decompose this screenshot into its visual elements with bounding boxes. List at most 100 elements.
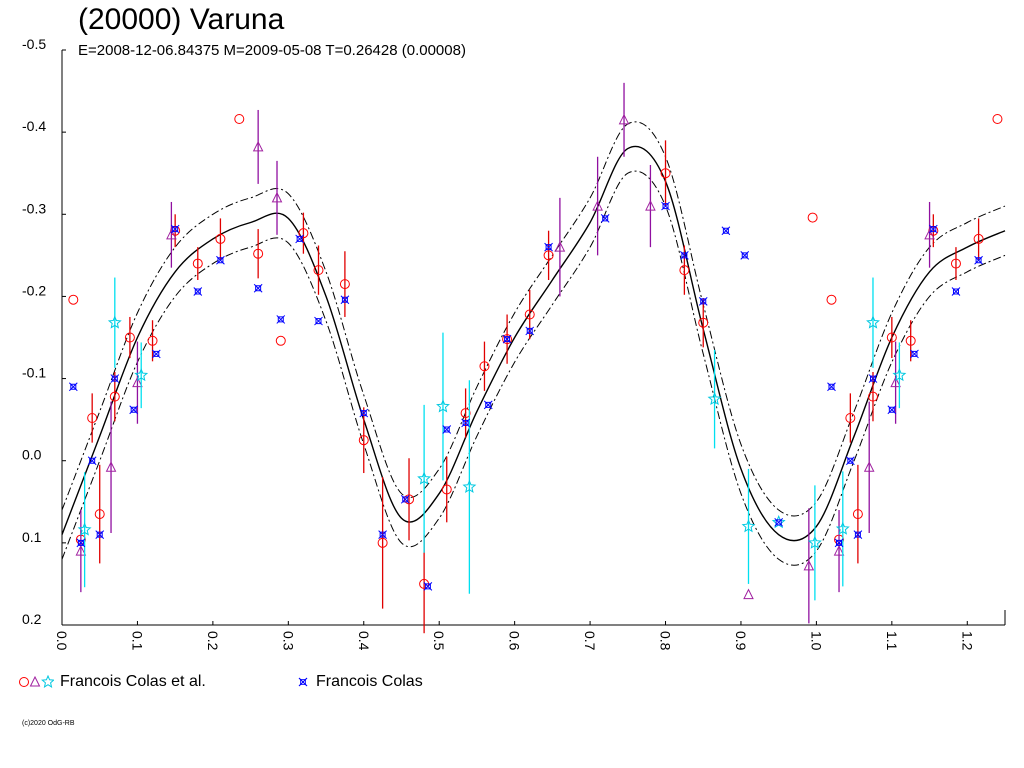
x-tick-label: 1.0 [808,631,824,651]
x-tick-label: 0.6 [507,631,523,651]
legend-entry-colas: Francois Colas [296,672,423,692]
point-star [741,519,756,533]
point-cross [910,349,919,359]
point-circle [253,248,264,259]
point-circle [441,484,452,495]
point-cross [600,214,610,223]
x-tick-label: 0.3 [280,631,296,651]
legend-label-colas-et-al: Francois Colas et al. [60,673,206,690]
point-circle [358,435,369,446]
point-cross [423,582,433,591]
point-circle [404,494,415,505]
y-tick-label: 0.0 [22,447,42,463]
y-tick-label: 0.1 [22,529,42,545]
point-cross [253,283,263,293]
point-star [892,368,907,382]
point-star [134,368,149,382]
x-tick-label: 0.2 [205,631,221,651]
point-star [807,535,822,549]
point-cross [359,408,369,418]
point-circle [905,335,916,346]
point-cross [400,494,410,504]
chart-subtitle: E=2008-12-06.84375 M=2009-05-08 T=0.2642… [78,42,466,59]
y-tick-label: -0.1 [22,365,46,381]
point-star [707,391,722,406]
point-circle [215,233,226,244]
point-circle [524,309,535,320]
point-star [436,399,450,413]
point-cross [661,201,670,211]
point-star [866,315,880,329]
y-tick-label: -0.2 [22,282,46,298]
x-tick-label: 1.1 [884,631,900,651]
point-cross [461,418,470,428]
point-cross [740,251,750,260]
point-cross [502,334,512,344]
point-circle [313,265,324,276]
point-cross [483,400,493,410]
fit-curve-lower-bound [61,170,1006,566]
point-cross [340,295,350,305]
point-triangle [554,241,566,252]
point-circle [867,391,878,402]
point-cross [295,234,304,244]
point-triangle [271,191,283,203]
point-cross [951,287,961,296]
point-circle [698,317,709,328]
point-circle [543,250,554,261]
x-tick-label: 0.0 [54,631,70,651]
axes: -0.5 -0.4 -0.3 -0.2 -0.1 0.0 0.1 0.2 0.0 0.1 0.2 0.… [22,36,1006,651]
point-circle [124,332,135,343]
point-cross [887,405,897,415]
x-tick-label: 1.2 [959,631,975,651]
point-cross [774,517,784,527]
point-cross [974,255,983,265]
fit-curves [61,121,1006,566]
point-cross [314,316,323,326]
x-tick-label: 0.1 [129,631,145,651]
x-tick-label: 0.9 [733,631,749,651]
point-cross [827,382,836,392]
point-triangle [618,113,630,125]
point-circle [234,114,245,124]
point-circle [845,413,856,423]
x-tick-label: 0.4 [356,631,372,651]
point-star [835,521,850,535]
legend-label-colas: Francois Colas [316,673,423,690]
point-circle [87,413,98,423]
point-circle [679,265,690,276]
point-cross [87,456,97,466]
point-cross [129,405,139,415]
point-cross [868,374,878,383]
point-circle [852,509,863,520]
x-tick-label: 0.8 [658,631,674,651]
point-triangle [592,199,603,211]
point-triangle [75,544,87,556]
point-circle [94,509,105,520]
point-triangle [863,461,875,472]
point-circle [275,335,286,346]
point-triangle [132,376,143,388]
copyright-credit: (c)2020 OdG-RB [22,720,75,727]
point-star [77,522,92,536]
point-circle [886,332,897,343]
point-triangle [743,588,754,600]
point-triangle [105,461,117,472]
point-cross [95,530,105,539]
point-cross [845,456,855,466]
y-tick-label: -0.3 [22,200,46,216]
point-circle [109,391,120,402]
point-cross [834,538,844,548]
x-tick-label: 0.7 [582,631,598,651]
point-star [417,471,432,485]
point-cross [928,224,938,234]
point-cross [151,349,161,359]
point-cross [721,226,731,236]
point-cross [68,382,78,392]
point-circle [298,228,309,239]
point-star [107,315,122,329]
y-tick-label: 0.2 [22,611,42,627]
point-triangle [252,140,264,152]
point-triangle [890,376,901,388]
point-triangle [645,199,656,211]
